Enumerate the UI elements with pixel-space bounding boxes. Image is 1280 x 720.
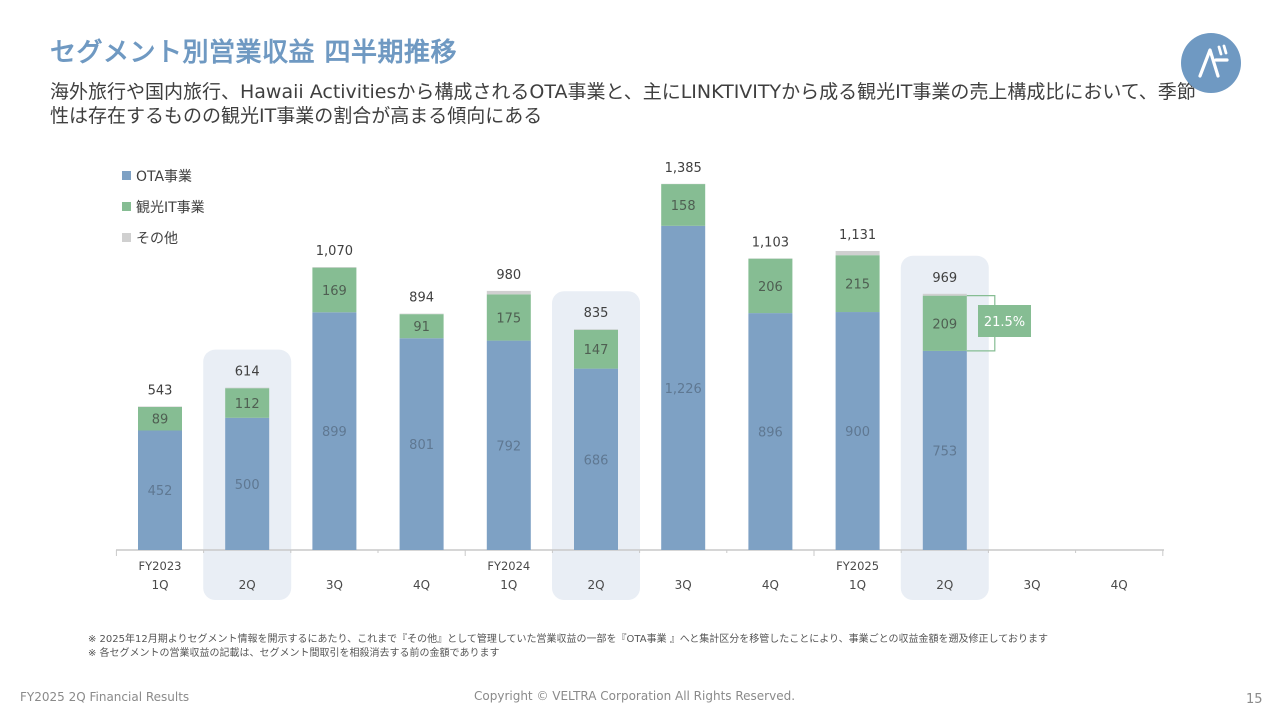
bar-other [138,406,182,407]
footnote-2: ※ 各セグメントの営業収益の記載は、セグメント間取引を相殺消去する前の金額であり… [88,648,500,659]
bar-label-it: 206 [758,280,783,295]
bar-it [661,184,706,226]
bar-ota [312,312,357,550]
bar-label-it: 175 [496,311,521,326]
bar-ota [922,350,967,550]
bar-other [835,250,880,256]
page-subtitle: 海外旅行や国内旅行、Hawaii Activitiesから構成されるOTA事業と… [50,81,1196,127]
x-tick-label: 1Q [151,578,168,592]
bar-other [922,293,967,296]
footnotes: ※ 2025年12月期よりセグメント情報を開示するにあたり、これまで『その他』と… [88,633,1048,661]
bar-total-label: 1,385 [665,161,702,176]
bar-label-ota: 899 [322,425,347,440]
legend-label-it: 観光IT事業 [136,199,205,216]
x-tick-label: 2Q [587,578,604,592]
bar-ota [574,368,618,550]
bar-label-it: 209 [932,317,957,332]
legend-swatch-other [122,233,131,242]
bar-label-it: 215 [845,278,870,293]
x-tick-label: 3Q [326,578,343,592]
bar-other [486,290,531,295]
x-tick-label: 1Q [849,578,866,592]
x-tick-label: 4Q [413,578,430,592]
bar-it [486,294,531,341]
bar-ota [835,312,880,550]
bar-total-label: 894 [409,291,434,306]
company-logo [1181,33,1241,93]
bar-it [399,314,444,339]
bar-other [225,387,270,389]
legend-item-ota: OTA事業 [122,160,205,191]
bar-ota [661,225,706,551]
legend-item-other: その他 [122,222,205,253]
bar-total-label: 1,070 [316,244,353,259]
bar-label-ota: 753 [932,444,957,459]
bar-ota [486,340,531,550]
bar-label-ota: 452 [148,484,173,499]
legend-label-ota: OTA事業 [136,168,193,185]
x-tick-label: 4Q [762,578,779,592]
bar-it [312,267,357,313]
callout-label: 21.5% [984,315,1025,330]
legend-label-other: その他 [136,230,178,247]
chart-legend: OTA事業 観光IT事業 その他 [122,160,205,253]
bar-label-it: 112 [235,397,260,412]
bar-other [574,329,618,330]
bar-label-it: 147 [584,343,609,358]
bar-label-ota: 1,226 [665,382,702,397]
page-title: セグメント別営業収益 四半期推移 [50,38,458,68]
bar-total-label: 1,103 [752,235,789,250]
bar-label-ota: 500 [235,478,260,493]
bar-label-ota: 896 [758,426,783,441]
legend-item-it: 観光IT事業 [122,191,205,222]
bar-ota [225,417,270,550]
bar-ota [399,338,444,550]
x-tick-label: 3Q [675,578,692,592]
bar-label-ota: 900 [845,425,870,440]
callout-box [978,305,1031,337]
bar-other [399,313,444,315]
footer-report-name: FY2025 2Q Financial Results [20,690,190,704]
bar-label-it: 89 [152,413,169,428]
bar-total-label: 614 [235,365,260,380]
bar-total-label: 543 [148,383,173,398]
legend-swatch-it [122,202,131,211]
bar-label-it: 91 [413,320,430,335]
footer-copyright: Copyright © VELTRA Corporation All Right… [474,689,796,703]
x-tick-label: 3Q [1023,578,1040,592]
logo-mark-icon [1198,44,1229,78]
x-tick-label: 2Q [936,578,953,592]
bar-total-label: 980 [496,268,521,283]
bar-label-ota: 686 [584,453,609,468]
bar-total-label: 969 [932,271,957,286]
bar-ota [138,430,182,550]
bar-it [225,388,270,418]
legend-swatch-ota [122,171,131,180]
bar-it [835,255,880,313]
bar-it [922,295,967,351]
bar-it [138,406,182,431]
bar-total-label: 835 [584,306,609,321]
fiscal-year-label: FY2024 [487,559,530,573]
bar-other [312,267,357,268]
bar-ota [748,313,793,550]
bar-it [748,258,793,314]
bar-total-label: 1,131 [839,228,876,243]
bar-label-it: 169 [322,284,347,299]
fiscal-year-label: FY2023 [139,559,182,573]
x-tick-label: 4Q [1111,578,1128,592]
page-number: 15 [1246,692,1263,707]
bar-label-ota: 792 [496,439,521,454]
x-tick-label: 1Q [500,578,517,592]
footnote-1: ※ 2025年12月期よりセグメント情報を開示するにあたり、これまで『その他』と… [88,634,1048,645]
bar-label-ota: 801 [409,438,434,453]
x-tick-label: 2Q [239,578,256,592]
fiscal-year-label: FY2025 [836,559,879,573]
bar-it [574,329,618,369]
bar-label-it: 158 [671,199,696,214]
